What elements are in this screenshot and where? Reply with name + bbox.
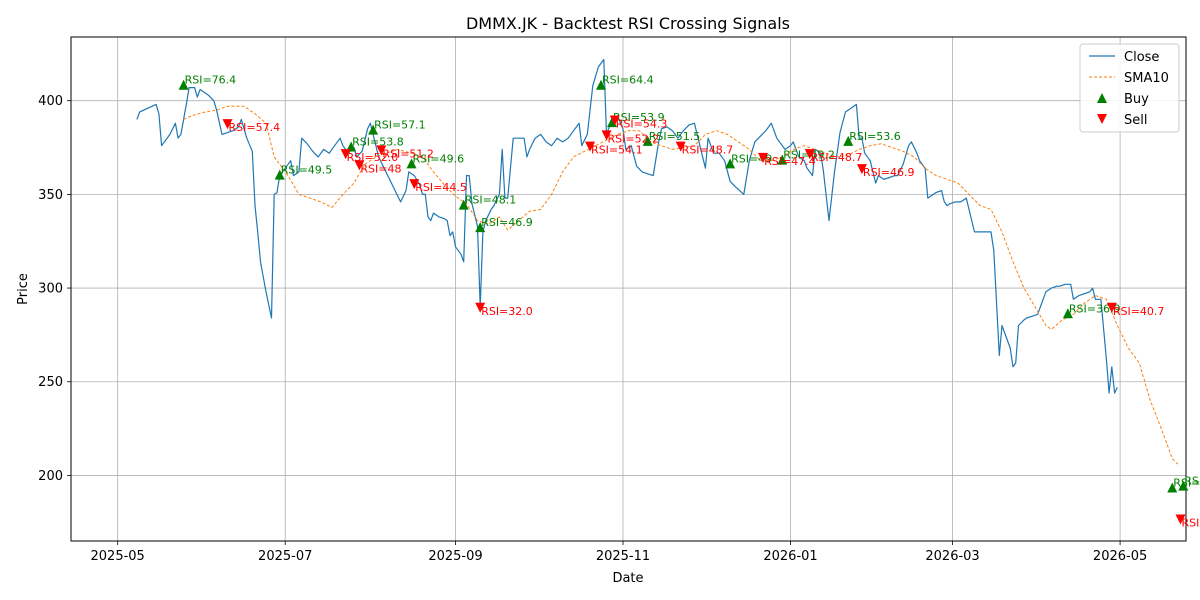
y-tick-label: 250 — [38, 375, 63, 390]
sell-marker — [758, 152, 769, 163]
sell-marker — [585, 141, 596, 152]
sell-annotation: RSI=48.7 — [682, 144, 734, 157]
sell-marker — [856, 164, 867, 175]
sell-annotation: RSI=57.4 — [229, 121, 281, 134]
sell-annotation: RSI=52.2 — [608, 132, 660, 145]
x-tick-label: 2026-03 — [925, 549, 979, 564]
buy-marker — [843, 135, 854, 146]
sell-marker — [1106, 302, 1117, 313]
x-tick-label: 2025-07 — [258, 549, 312, 564]
sell-annotation: RSI=48 — [360, 162, 401, 175]
y-tick-label: 300 — [38, 282, 63, 297]
sell-annotation: RSI=47.4 — [764, 155, 816, 168]
sell-annotation: RSI=44.5 — [415, 181, 467, 194]
buy-marker — [642, 135, 653, 146]
buy-marker — [458, 199, 469, 210]
buy-annotation: RSI=51.5 — [649, 130, 701, 143]
sell-marker — [675, 141, 686, 152]
buy-annotation: RSI=64.4 — [602, 74, 654, 87]
x-tick-label: 2025-11 — [596, 549, 650, 564]
axis-ticks: 2025-05 2025-07 2025-09 2025-11 2026-01 2026-… — [38, 94, 1147, 564]
sell-annotation: RSI=26.2 — [1182, 517, 1200, 530]
legend-buy-label: Buy — [1124, 92, 1149, 107]
sell-marker — [354, 160, 365, 171]
sell-marker — [601, 130, 612, 141]
sell-annotation: RSI=54.1 — [591, 144, 643, 157]
buy-annotation: RSI=53.8 — [352, 136, 404, 149]
x-tick-label: 2026-01 — [763, 549, 817, 564]
buy-annotation: RSI=53.9 — [613, 111, 665, 124]
x-tick-label: 2025-09 — [428, 549, 482, 564]
buy-annotation: RSI=76.4 — [185, 74, 237, 87]
legend-sma-label: SMA10 — [1124, 71, 1169, 86]
sell-marker — [475, 302, 486, 313]
buy-marker — [1178, 480, 1189, 491]
sell-marker — [222, 119, 233, 130]
sell-marker — [376, 145, 387, 156]
buy-annotation: RSI=57.1 — [374, 119, 426, 132]
buy-marker — [178, 79, 189, 90]
buy-marker — [1062, 308, 1073, 319]
y-tick-label: 350 — [38, 188, 63, 203]
plot-frame — [70, 36, 1187, 542]
buy-marker — [725, 158, 736, 169]
y-tick-label: 400 — [38, 94, 63, 109]
y-tick-label: 200 — [38, 469, 63, 484]
sell-annotation: RSI=32.0 — [481, 305, 533, 318]
legend: Close SMA10 Buy Sell — [1079, 43, 1180, 133]
buy-marker — [346, 141, 357, 152]
sell-marker — [609, 115, 620, 126]
legend-box — [1079, 43, 1180, 133]
legend-sell-label: Sell — [1124, 113, 1147, 128]
buy-marker — [368, 124, 379, 135]
sma10-line — [183, 105, 1179, 465]
buy-marker — [596, 79, 607, 90]
buy-marker — [777, 154, 788, 165]
sell-annotation: RSI=40.7 — [1113, 305, 1165, 318]
x-tick-label: 2026-05 — [1093, 549, 1147, 564]
sell-marker — [1175, 514, 1186, 525]
x-tick-label: 2025-05 — [91, 549, 145, 564]
buy-annotation: RSI=46.9 — [481, 216, 533, 229]
buy-annotation: RSI=35.7 — [1173, 477, 1200, 490]
buy-annotation: RSI=49.5 — [281, 164, 333, 177]
sell-annotation: RSI=54.3 — [616, 117, 668, 130]
buy-marker — [475, 222, 486, 233]
buy-marker — [274, 169, 285, 180]
buy-annotation: RSI=53.6 — [849, 130, 901, 143]
buy-marker — [1167, 482, 1178, 493]
buy-marker — [406, 158, 417, 169]
plot-area — [70, 36, 1187, 542]
sell-annotation: RSI=48.7 — [811, 151, 863, 164]
buy-annotation: RSI=36.9 — [1069, 302, 1121, 315]
series-layer — [136, 58, 1179, 465]
buy-annotation: RSI=48.1 — [465, 194, 517, 207]
y-axis-label: Price — [16, 273, 31, 305]
grid — [71, 37, 1186, 541]
sell-annotation: RSI=51.2 — [382, 147, 434, 160]
sell-marker — [409, 179, 420, 190]
signal-markers: RSI=76.4 RSI=49.5 RSI=53.8 RSI=57.1 RSI=49.6… — [178, 74, 1200, 530]
sell-marker — [804, 149, 815, 160]
close-price-line — [136, 58, 1118, 394]
sell-marker — [340, 149, 351, 160]
chart-title: DMMX.JK - Backtest RSI Crossing Signals — [466, 14, 790, 33]
buy-annotation: RSI=49.6 — [413, 152, 465, 165]
x-axis-label: Date — [612, 571, 643, 586]
buy-annotation: RSI=35.7 — [1184, 475, 1200, 488]
sell-annotation: RSI=46.9 — [863, 166, 915, 179]
legend-buy-swatch — [1097, 93, 1107, 103]
legend-close-label: Close — [1124, 50, 1159, 65]
legend-sell-swatch — [1097, 114, 1107, 124]
